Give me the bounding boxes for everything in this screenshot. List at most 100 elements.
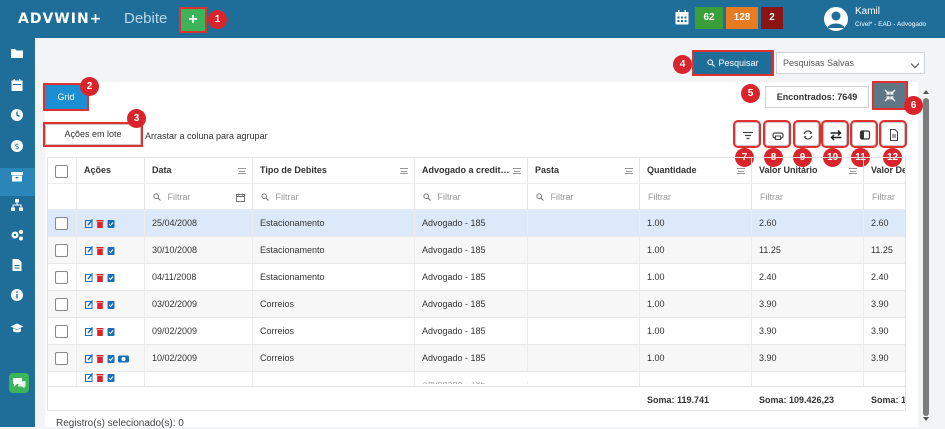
- sitemap-icon[interactable]: [10, 198, 24, 212]
- vertical-scrollbar[interactable]: [921, 88, 931, 423]
- table-row[interactable]: Advogado - 185: [48, 371, 905, 399]
- filter-valor-unitario[interactable]: Filtrar: [752, 183, 864, 209]
- edit-icon[interactable]: [85, 354, 93, 363]
- clock-icon[interactable]: [10, 108, 24, 122]
- filter-advogado[interactable]: Filtrar: [415, 183, 528, 209]
- trash-icon[interactable]: [96, 327, 104, 336]
- scroll-down-arrow-icon[interactable]: [921, 415, 931, 423]
- calendar-icon[interactable]: [675, 10, 689, 25]
- trash-icon[interactable]: [96, 373, 104, 382]
- trash-icon[interactable]: [96, 354, 104, 363]
- clipboard-check-icon[interactable]: [107, 354, 115, 363]
- table-row[interactable]: 30/10/2008 Estacionamento Advogado - 185 1.…: [48, 236, 905, 264]
- clipboard-check-icon[interactable]: [107, 246, 115, 255]
- refresh-button[interactable]: [793, 120, 821, 148]
- chat-button[interactable]: [9, 373, 29, 393]
- cell-advogado: Advogado - 185: [415, 345, 528, 372]
- column-menu-icon[interactable]: [625, 168, 633, 174]
- camera-icon[interactable]: [118, 354, 129, 363]
- calendar-icon[interactable]: [236, 193, 245, 202]
- graduation-cap-icon[interactable]: [10, 321, 24, 335]
- export-button[interactable]: [879, 120, 907, 148]
- app-logo[interactable]: ADVWIN+: [18, 11, 103, 27]
- row-checkbox[interactable]: [55, 325, 68, 338]
- saved-searches-select[interactable]: Pesquisas Salvas: [776, 52, 925, 74]
- header-data[interactable]: Data: [145, 158, 253, 183]
- filter-advogado-placeholder: Filtrar: [437, 192, 461, 202]
- select-all-checkbox[interactable]: [55, 165, 68, 178]
- add-button[interactable]: +: [179, 7, 207, 33]
- cell-valor-debite: 11.25: [871, 245, 893, 255]
- batch-actions-button[interactable]: Ações em lote: [43, 122, 143, 147]
- column-menu-icon[interactable]: [849, 168, 857, 174]
- gears-icon[interactable]: [10, 228, 24, 242]
- edit-icon[interactable]: [85, 273, 93, 282]
- table-row[interactable]: 09/02/2009 Correios Advogado - 185 1.00 3.90…: [48, 317, 905, 345]
- header-pasta[interactable]: Pasta: [528, 158, 640, 183]
- filter-data[interactable]: Filtrar: [145, 183, 253, 209]
- swap-columns-button[interactable]: [821, 120, 849, 148]
- info-icon[interactable]: [10, 288, 24, 302]
- table-row[interactable]: 04/11/2008 Estacionamento Advogado - 185 1.…: [48, 263, 905, 291]
- avatar[interactable]: [824, 7, 848, 31]
- clipboard-check-icon[interactable]: [107, 373, 115, 382]
- row-checkbox[interactable]: [55, 244, 68, 257]
- table-row[interactable]: 10/02/2009 Correios Advogado - 185 1.00 3.90…: [48, 344, 905, 372]
- collapse-button[interactable]: [872, 81, 908, 110]
- edit-icon[interactable]: [85, 373, 93, 382]
- trash-icon[interactable]: [96, 219, 104, 228]
- cell-pasta: [528, 264, 640, 291]
- clipboard-check-icon[interactable]: [107, 219, 115, 228]
- trash-icon[interactable]: [96, 273, 104, 282]
- clipboard-check-icon[interactable]: [107, 300, 115, 309]
- filter-valor-debite[interactable]: Filtrar: [864, 183, 905, 209]
- column-menu-icon[interactable]: [737, 168, 745, 174]
- column-menu-icon[interactable]: [513, 168, 521, 174]
- filter-button[interactable]: [733, 120, 761, 148]
- cell-tipo: Correios: [253, 345, 415, 372]
- search-button[interactable]: Pesquisar: [692, 50, 774, 76]
- row-checkbox[interactable]: [55, 298, 68, 311]
- edit-icon[interactable]: [85, 246, 93, 255]
- trash-icon[interactable]: [96, 300, 104, 309]
- user-name[interactable]: Kamil: [855, 6, 881, 17]
- row-checkbox[interactable]: [55, 352, 68, 365]
- header-valor-unitario[interactable]: Valor Unitário: [752, 158, 864, 183]
- header-acoes[interactable]: Ações: [77, 158, 145, 183]
- row-actions-cell: [77, 291, 145, 318]
- header-quantidade[interactable]: Quantidade: [640, 158, 752, 183]
- badge-green[interactable]: 62: [695, 7, 723, 29]
- row-checkbox[interactable]: [55, 271, 68, 284]
- header-advogado[interactable]: Advogado a credit…: [415, 158, 528, 183]
- table-row[interactable]: 25/04/2008 Estacionamento Advogado - 185 1.…: [48, 209, 905, 237]
- badge-red[interactable]: 2: [761, 7, 783, 29]
- trash-icon[interactable]: [96, 246, 104, 255]
- scroll-up-arrow-icon[interactable]: [921, 88, 931, 96]
- filter-quantidade[interactable]: Filtrar: [640, 183, 752, 209]
- filter-tipo[interactable]: Filtrar: [253, 183, 415, 209]
- edit-icon[interactable]: [85, 327, 93, 336]
- calendar-icon[interactable]: [10, 78, 24, 92]
- briefcase-icon[interactable]: [10, 169, 24, 183]
- badge-orange[interactable]: 128: [726, 7, 758, 29]
- folder-icon[interactable]: [10, 46, 24, 60]
- row-checkbox[interactable]: [55, 217, 68, 230]
- print-button[interactable]: [763, 120, 791, 148]
- cell-data: 25/04/2008: [145, 210, 253, 237]
- edit-icon[interactable]: [85, 219, 93, 228]
- column-menu-icon[interactable]: [400, 168, 408, 174]
- header-tipo[interactable]: Tipo de Debites: [253, 158, 415, 183]
- header-valor-debite[interactable]: Valor Del: [864, 158, 905, 183]
- column-toggle-button[interactable]: [850, 120, 878, 148]
- document-icon[interactable]: [10, 258, 24, 272]
- column-menu-icon[interactable]: [238, 168, 246, 174]
- clipboard-check-icon[interactable]: [107, 327, 115, 336]
- table-row[interactable]: 03/02/2009 Correios Advogado - 185 1.00 3.90…: [48, 290, 905, 318]
- clipboard-check-icon[interactable]: [107, 273, 115, 282]
- money-icon[interactable]: $: [10, 139, 24, 153]
- edit-icon[interactable]: [85, 300, 93, 309]
- cell-advogado: Advogado - 185: [415, 318, 528, 345]
- header-data-label: Data: [152, 165, 172, 175]
- filter-pasta[interactable]: Filtrar: [528, 183, 640, 209]
- scrollbar-thumb[interactable]: [923, 98, 929, 416]
